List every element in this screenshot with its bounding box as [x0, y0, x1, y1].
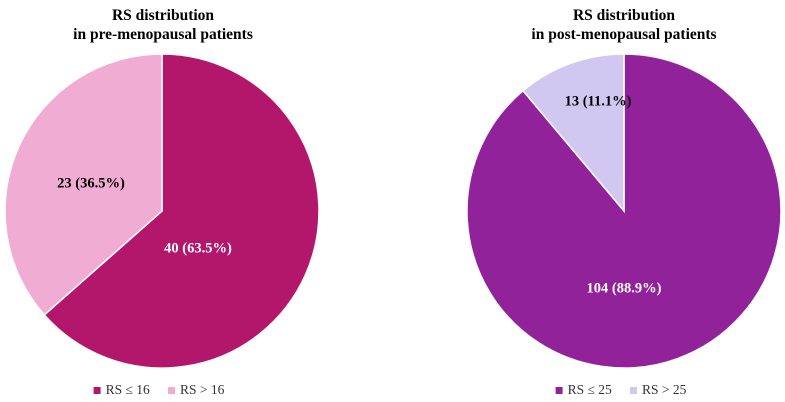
pie-chart-pre-menopausal: RS distribution in pre-menopausal patien…: [4, 7, 320, 397]
legend-swatch: [93, 387, 101, 394]
slice-data-label: 13 (11.1%): [565, 93, 632, 109]
slice-data-label: 40 (63.5%): [164, 240, 232, 256]
legend-label: RS > 16: [180, 382, 225, 397]
pie-data-labels: 104 (88.9%) 13 (11.1%): [565, 93, 662, 296]
chart-title-line-2: in post-menopausal patients: [531, 26, 716, 43]
pie-chart-post-menopausal: RS distribution in post-menopausal patie…: [466, 7, 782, 397]
slice-data-label: 23 (36.5%): [57, 175, 125, 191]
pie-slices: [4, 53, 320, 369]
pie-slice-2: [4, 53, 163, 316]
chart-title-line-1: RS distribution: [573, 7, 675, 24]
legend-swatch: [630, 387, 637, 394]
legend-swatch: [168, 387, 175, 394]
legend: RS ≤ 16 RS > 16: [93, 382, 225, 397]
pie-data-labels: 40 (63.5%) 23 (36.5%): [57, 175, 232, 256]
pie-slices: [466, 53, 782, 369]
legend-swatch: [555, 387, 563, 394]
legend: RS ≤ 25 RS > 25: [555, 382, 687, 397]
slice-data-label: 104 (88.9%): [587, 280, 662, 296]
chart-title-line-2: in pre-menopausal patients: [73, 26, 253, 43]
chart-title-line-1: RS distribution: [112, 7, 214, 24]
legend-label: RS > 25: [642, 382, 687, 397]
legend-label: RS ≤ 16: [106, 382, 150, 397]
pie-slice-2: [522, 53, 625, 214]
pie-slice-1: [43, 53, 320, 369]
legend-label: RS ≤ 25: [568, 382, 612, 397]
